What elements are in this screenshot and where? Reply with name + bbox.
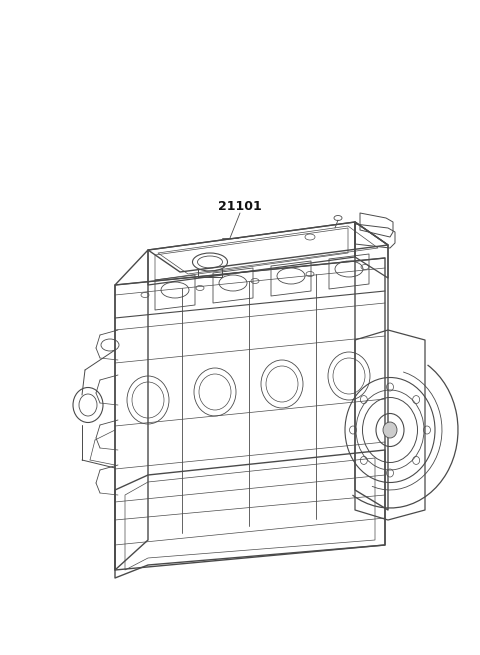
- Text: 21101: 21101: [218, 200, 262, 214]
- Ellipse shape: [383, 422, 397, 438]
